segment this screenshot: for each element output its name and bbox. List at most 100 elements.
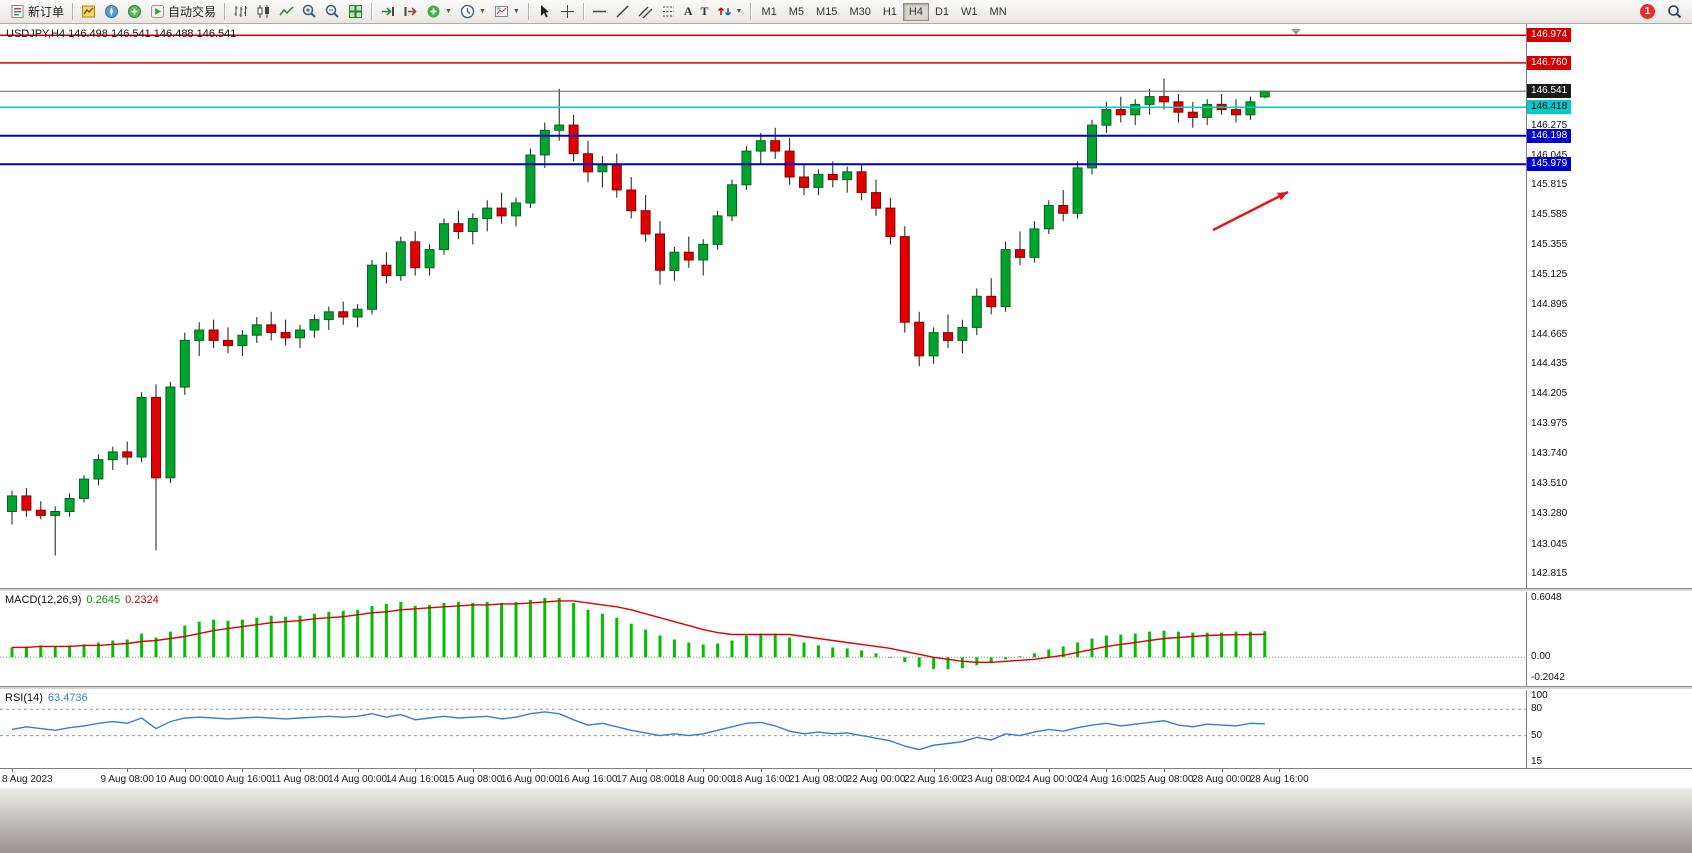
price-tick: 143.280 bbox=[1531, 508, 1568, 520]
time-label: 14 Aug 16:00 bbox=[385, 774, 445, 785]
macd-tick: -0.2042 bbox=[1531, 671, 1565, 683]
fibonacci-button[interactable] bbox=[657, 2, 680, 22]
cursor-button[interactable] bbox=[533, 2, 556, 22]
price-tick: 145.815 bbox=[1531, 179, 1568, 191]
indicators-button[interactable]: ▼ bbox=[422, 2, 456, 22]
zoom-in-button[interactable] bbox=[298, 2, 321, 22]
time-tick bbox=[1106, 769, 1108, 772]
price-tag-146.974: 146.974 bbox=[1527, 28, 1572, 43]
time-tick bbox=[1048, 769, 1050, 772]
chevron-down-icon: ▼ bbox=[735, 8, 743, 15]
line-chart-icon bbox=[279, 4, 294, 19]
toolbar-separator bbox=[371, 3, 373, 20]
macd-label: MACD(12,26,9) 0.2645 0.2324 bbox=[5, 594, 159, 606]
time-label: 24 Aug 16:00 bbox=[1076, 774, 1136, 785]
crosshair-icon bbox=[560, 4, 575, 19]
tile-windows-button[interactable] bbox=[344, 2, 367, 22]
timeframe-h4[interactable]: H4 bbox=[902, 2, 929, 21]
candlestick-chart-button[interactable] bbox=[252, 2, 275, 22]
zoom-in-icon bbox=[302, 4, 317, 19]
terminal-button[interactable] bbox=[123, 2, 146, 22]
price-tag-146.198: 146.198 bbox=[1527, 128, 1572, 143]
macd-signal-line bbox=[12, 600, 1265, 664]
zoom-out-icon bbox=[325, 4, 340, 19]
timeframe-d1[interactable]: D1 bbox=[929, 3, 955, 21]
price-tag-146.760: 146.760 bbox=[1527, 55, 1572, 70]
zoom-out-button[interactable] bbox=[321, 2, 344, 22]
macd-axis[interactable]: 0.6048 0.00 -0.2042 bbox=[1526, 592, 1692, 686]
candles bbox=[7, 78, 1270, 556]
time-label: 10 Aug 00:00 bbox=[155, 774, 215, 785]
time-label: 8 Aug 2023 bbox=[2, 774, 53, 785]
time-label: 21 Aug 08:00 bbox=[788, 774, 848, 785]
trendline-button[interactable] bbox=[611, 2, 634, 22]
trend-arrow-annotation[interactable] bbox=[1212, 190, 1289, 232]
toolbar: 新订单 自动交易 bbox=[0, 0, 1692, 24]
rsi-value: 63.4736 bbox=[47, 692, 88, 704]
label-button[interactable]: T bbox=[697, 2, 713, 22]
timeframe-m1[interactable]: M1 bbox=[755, 3, 782, 21]
time-label: 16 Aug 00:00 bbox=[500, 774, 560, 785]
rsi-chart[interactable] bbox=[0, 690, 1526, 768]
templates-button[interactable]: ▼ bbox=[490, 2, 524, 22]
chevron-down-icon: ▼ bbox=[512, 8, 520, 15]
text-button[interactable]: A bbox=[680, 2, 697, 22]
search-button[interactable] bbox=[1663, 2, 1686, 22]
time-label: 22 Aug 16:00 bbox=[904, 774, 964, 785]
bar-chart-button[interactable] bbox=[229, 2, 252, 22]
rsi-axis[interactable]: 100 80 50 15 bbox=[1526, 690, 1692, 768]
auto-scroll-button[interactable] bbox=[376, 2, 399, 22]
time-axis[interactable]: 8 Aug 2023 9 Aug 08:00 10 Aug 00:00 10 Aug … bbox=[0, 768, 1692, 788]
time-tick bbox=[530, 769, 532, 772]
macd-pane: MACD(12,26,9) 0.2645 0.2324 0.6048 0.00 -0… bbox=[0, 592, 1692, 686]
chart-shift-button[interactable] bbox=[399, 2, 422, 22]
price-axis[interactable]: 146.275 146.045 145.815 145.585 145.355 145.1… bbox=[1526, 24, 1692, 588]
time-tick bbox=[300, 769, 301, 772]
text-icon: A bbox=[683, 4, 693, 18]
auto-trading-button[interactable]: 自动交易 bbox=[146, 2, 220, 22]
line-chart-button[interactable] bbox=[275, 2, 298, 22]
timeframe-m5[interactable]: M5 bbox=[783, 3, 810, 21]
notification-badge[interactable]: 1 bbox=[1640, 4, 1655, 19]
rsi-tick: 15 bbox=[1531, 756, 1543, 767]
timeframe-w1[interactable]: W1 bbox=[955, 3, 984, 21]
fibonacci-icon bbox=[661, 4, 676, 19]
auto-scroll-icon bbox=[380, 4, 395, 19]
price-tick: 145.125 bbox=[1531, 268, 1568, 280]
new-order-button[interactable]: 新订单 bbox=[6, 2, 68, 22]
window-footer bbox=[0, 788, 1692, 853]
main-chart[interactable] bbox=[0, 24, 1526, 588]
time-tick bbox=[991, 769, 993, 772]
price-tag-146.418: 146.418 bbox=[1527, 100, 1572, 115]
crosshair-button[interactable] bbox=[556, 2, 579, 22]
macd-tick: 0.00 bbox=[1531, 651, 1551, 663]
tile-windows-icon bbox=[348, 4, 363, 19]
timeframe-m15[interactable]: M15 bbox=[810, 3, 843, 21]
price-tick: 143.975 bbox=[1531, 417, 1568, 429]
chevron-down-icon: ▼ bbox=[478, 8, 486, 15]
pane-splitter[interactable] bbox=[0, 588, 1692, 592]
bar-chart-icon bbox=[233, 4, 248, 19]
price-tick: 144.435 bbox=[1531, 358, 1568, 370]
arrows-button[interactable]: ▼ bbox=[713, 2, 747, 22]
horizontal-line-button[interactable] bbox=[588, 2, 611, 22]
rsi-label: RSI(14) 63.4736 bbox=[5, 692, 88, 704]
timeframe-m30[interactable]: M30 bbox=[843, 3, 876, 21]
pane-splitter[interactable] bbox=[0, 686, 1692, 690]
timeframe-mn[interactable]: MN bbox=[984, 3, 1013, 21]
channel-button[interactable] bbox=[634, 2, 657, 22]
time-tick bbox=[357, 769, 359, 772]
chart-shift-marker[interactable] bbox=[1291, 29, 1301, 35]
arrows-icon bbox=[717, 4, 732, 19]
time-tick bbox=[242, 769, 244, 772]
price-tick: 144.665 bbox=[1531, 328, 1568, 340]
market-watch-button[interactable] bbox=[77, 2, 100, 22]
periods-button[interactable]: ▼ bbox=[456, 2, 490, 22]
toolbar-separator bbox=[750, 3, 752, 20]
macd-chart[interactable] bbox=[0, 592, 1526, 686]
timeframe-h1[interactable]: H1 bbox=[877, 3, 903, 21]
new-order-label: 新订单 bbox=[28, 5, 65, 19]
price-tick: 145.355 bbox=[1531, 239, 1568, 251]
time-tick bbox=[127, 769, 129, 772]
navigator-button[interactable] bbox=[100, 2, 123, 22]
